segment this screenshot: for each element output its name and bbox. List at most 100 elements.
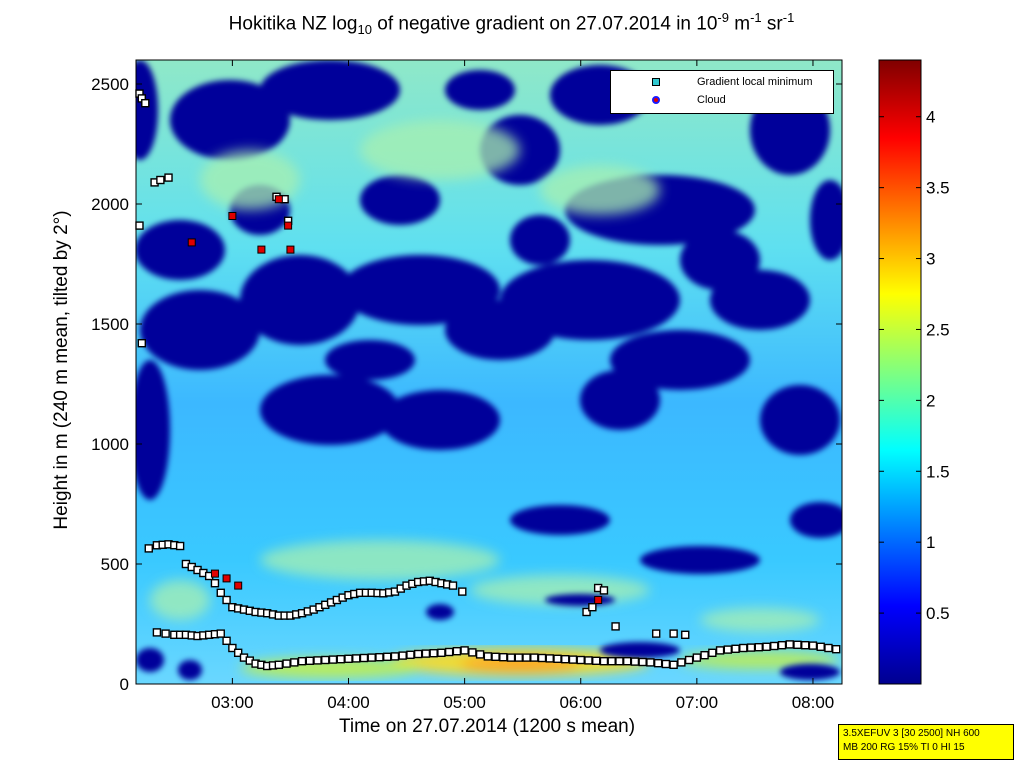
y-tick-label: 1500 — [91, 315, 129, 334]
surface-low-region — [780, 664, 840, 680]
gradient-minimum-marker — [305, 656, 314, 665]
gradient-minimum-marker — [344, 654, 353, 663]
gradient-minimum-marker — [545, 654, 554, 663]
gradient-minimum-marker — [390, 652, 400, 661]
gradient-minimum-marker — [739, 643, 748, 653]
x-tick-label: 05:00 — [443, 693, 486, 712]
low-gradient-region — [810, 180, 842, 260]
legend: Gradient local minimum Cloud — [610, 70, 834, 114]
gradient-minimum-marker — [723, 645, 733, 654]
gradient-minimum-marker — [576, 655, 585, 665]
gradient-minimum-marker — [731, 644, 740, 653]
cloud-marker — [228, 212, 237, 220]
gradient-minimum-marker — [406, 650, 415, 659]
gradient-minimum-marker — [622, 657, 632, 666]
gradient-minimum-marker — [352, 654, 361, 663]
parameter-info-box: 3.5XEFUV 3 [30 2500] NH 600 MB 200 RG 15… — [838, 724, 1014, 760]
gradient-minimum-marker — [429, 649, 438, 658]
gradient-minimum-marker — [491, 652, 500, 661]
gradient-minimum-marker — [592, 656, 601, 665]
cloud-marker — [187, 238, 196, 247]
low-gradient-region — [170, 80, 290, 160]
gradient-minimum-marker — [599, 657, 609, 666]
gradient-minimum-marker — [653, 659, 663, 668]
gradient-minimum-marker — [413, 649, 423, 659]
cloud-marker — [284, 221, 293, 230]
gradient-minimum-marker — [553, 654, 562, 663]
gradient-minimum-marker — [228, 643, 237, 653]
gradient-minimum-marker — [475, 650, 485, 659]
gradient-minimum-marker — [383, 652, 392, 661]
gradient-minimum-marker — [328, 655, 338, 664]
low-gradient-region — [640, 546, 760, 574]
gradient-minimum-marker — [297, 657, 307, 666]
y-axis-label: Height in m (240 m mean, tilted by 2°) — [51, 210, 72, 530]
cloud-marker — [257, 245, 266, 254]
gradient-minimum-marker — [599, 586, 609, 595]
moderate-gradient-region — [540, 165, 660, 215]
gradient-minimum-marker — [584, 656, 593, 665]
gradient-minimum-marker — [708, 648, 717, 657]
low-gradient-region — [445, 300, 555, 360]
gradient-minimum-marker — [175, 541, 185, 551]
gradient-minimum-marker — [754, 643, 763, 652]
colorbar-tick-label: 3.5 — [926, 179, 950, 198]
low-gradient-region — [325, 340, 415, 380]
cloud-marker — [210, 569, 219, 578]
gradient-minimum-marker — [582, 607, 591, 617]
colorbar-tick-label: 2.5 — [926, 320, 950, 339]
gradient-minimum-marker — [274, 660, 284, 669]
gradient-minimum-marker — [677, 658, 686, 667]
gradient-minimum-marker — [801, 641, 810, 650]
gradient-minimum-marker — [359, 653, 369, 663]
gradient-minimum-marker — [669, 629, 678, 638]
colorbar-tick-label: 4 — [926, 108, 935, 127]
low-gradient-regions — [136, 60, 842, 574]
gradient-minimum-marker — [506, 653, 516, 662]
low-gradient-region — [136, 360, 170, 500]
gradient-minimum-marker — [452, 647, 462, 656]
gradient-minimum-marker — [684, 655, 694, 665]
gradient-minimum-marker — [144, 544, 153, 553]
gradient-minimum-marker — [785, 640, 794, 649]
gradient-minimum-marker — [210, 579, 220, 588]
colorbar-tick-label: 3 — [926, 250, 935, 269]
x-tick-label: 04:00 — [327, 693, 370, 712]
low-gradient-region — [580, 370, 660, 430]
gradient-minimum-marker — [282, 659, 291, 668]
gradient-minimum-marker — [514, 653, 524, 662]
cloud-marker — [274, 195, 283, 204]
gradient-minimum-marker — [458, 587, 467, 596]
gradient-minimum-marker — [537, 653, 547, 663]
legend-entry-gradient-minimum: Gradient local minimum — [611, 75, 833, 91]
x-tick-label: 08:00 — [792, 693, 835, 712]
cloud-marker — [234, 581, 243, 590]
gradient-minimum-marker — [468, 648, 477, 657]
colorbar-tick-label: 2 — [926, 391, 935, 410]
gradient-minimum-marker — [652, 629, 661, 638]
gradient-minimum-marker — [770, 641, 779, 651]
colorbar-tick-label: 1.5 — [926, 462, 950, 481]
gradient-minimum-marker — [646, 658, 655, 667]
gradient-minimum-marker — [313, 656, 322, 665]
gradient-minimum-marker — [530, 653, 539, 662]
legend-entry-cloud: Cloud — [611, 93, 833, 109]
gradient-minimum-marker — [816, 642, 825, 651]
gradient-minimum-marker — [681, 630, 690, 639]
gradient-minimum-marker — [141, 98, 150, 108]
gradient-minimum-marker — [216, 629, 225, 638]
low-gradient-region — [760, 385, 840, 455]
gradient-minimum-marker — [421, 649, 431, 658]
gradient-minimum-marker — [437, 648, 446, 657]
low-gradient-region — [790, 502, 842, 538]
gradient-minimum-marker — [499, 653, 508, 662]
y-tick-label: 1000 — [91, 435, 129, 454]
gradient-minimum-marker — [398, 651, 407, 660]
low-gradient-region — [136, 220, 225, 280]
gradient-minimum-marker — [568, 655, 578, 664]
heatmap-field — [136, 60, 842, 684]
gradient-minimum-marker — [777, 641, 787, 650]
gradient-minimum-marker — [824, 643, 833, 653]
gradient-minimum-marker — [164, 173, 173, 182]
gradient-minimum-marker — [630, 657, 640, 666]
